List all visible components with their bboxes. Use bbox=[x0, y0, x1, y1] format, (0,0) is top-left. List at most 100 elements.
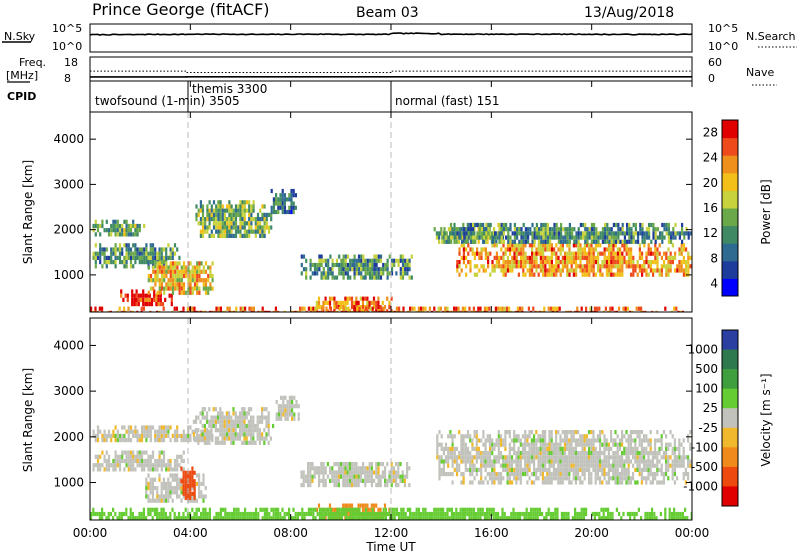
power-cell bbox=[165, 251, 168, 256]
power-cell bbox=[373, 310, 376, 312]
velocity-cell bbox=[343, 507, 346, 512]
power-cell bbox=[101, 219, 104, 224]
velocity-cell bbox=[173, 458, 177, 464]
power-cell bbox=[647, 247, 650, 252]
velocity-cell bbox=[610, 434, 613, 439]
power-cell bbox=[127, 247, 130, 252]
velocity-cell bbox=[592, 459, 595, 464]
velocity-cell bbox=[346, 483, 349, 488]
velocity-cell bbox=[182, 511, 185, 517]
power-cell bbox=[250, 306, 253, 311]
power-cell bbox=[670, 310, 673, 312]
velocity-cell bbox=[210, 428, 213, 433]
velocity-cell bbox=[239, 415, 242, 420]
power-cell bbox=[333, 275, 336, 280]
velocity-cell bbox=[574, 438, 577, 443]
velocity-cell bbox=[537, 446, 540, 451]
velocity-cell bbox=[354, 511, 357, 517]
power-cell bbox=[366, 309, 369, 312]
power-cell bbox=[577, 251, 580, 256]
velocity-cell bbox=[112, 516, 115, 520]
velocity-cell bbox=[442, 507, 445, 512]
velocity-cell bbox=[442, 516, 445, 520]
power-cell bbox=[601, 260, 604, 265]
power-cell bbox=[479, 227, 482, 232]
velocity-cell bbox=[154, 467, 157, 472]
velocity-cell bbox=[180, 438, 183, 443]
power-cell bbox=[123, 243, 126, 248]
velocity-cell bbox=[528, 476, 531, 481]
power-cell bbox=[351, 310, 354, 312]
velocity-cell bbox=[173, 477, 176, 482]
velocity-cell bbox=[200, 494, 203, 499]
velocity-cell bbox=[140, 433, 144, 438]
power-cell bbox=[118, 251, 122, 256]
power-cell bbox=[510, 310, 513, 312]
velocity-cell bbox=[241, 407, 244, 412]
velocity-cell bbox=[527, 511, 530, 517]
velocity-cell bbox=[528, 446, 531, 451]
velocity-cell bbox=[103, 438, 106, 443]
power-cell bbox=[604, 306, 607, 311]
velocity-cell bbox=[612, 459, 615, 464]
velocity-cell bbox=[517, 476, 520, 481]
velocity-cell bbox=[182, 474, 185, 480]
power-cell bbox=[443, 239, 446, 244]
power-cell bbox=[110, 232, 113, 237]
velocity-cell bbox=[528, 434, 531, 439]
velocity-cell bbox=[574, 451, 577, 456]
velocity-cell bbox=[649, 430, 652, 435]
velocity-cell bbox=[534, 516, 537, 520]
velocity-cell bbox=[629, 459, 632, 464]
power-cell bbox=[123, 232, 126, 237]
power-cell bbox=[441, 231, 444, 236]
power-cell bbox=[652, 260, 655, 265]
power-cell bbox=[471, 235, 474, 240]
power-cell bbox=[619, 264, 622, 269]
velocity-cell bbox=[541, 430, 544, 435]
velocity-cell bbox=[533, 451, 536, 456]
power-cell bbox=[608, 272, 611, 277]
velocity-cell bbox=[184, 438, 188, 443]
velocity-cell bbox=[210, 432, 213, 437]
power-cell bbox=[543, 306, 546, 311]
power-cell bbox=[279, 197, 282, 202]
power-cell bbox=[486, 306, 489, 311]
power-cell bbox=[557, 260, 560, 265]
velocity-cell bbox=[353, 483, 356, 488]
velocity-cell bbox=[288, 408, 291, 413]
power-cell bbox=[524, 231, 527, 236]
power-cell bbox=[206, 212, 209, 217]
velocity-cell bbox=[309, 478, 312, 483]
velocity-cell bbox=[424, 507, 427, 512]
velocity-cell bbox=[676, 459, 679, 464]
velocity-cell bbox=[537, 459, 540, 464]
power-cell bbox=[386, 271, 389, 276]
power-cell bbox=[540, 222, 543, 228]
velocity-cell bbox=[616, 467, 619, 472]
power-cell bbox=[353, 300, 356, 305]
velocity-cell bbox=[283, 511, 286, 517]
velocity-cell bbox=[384, 474, 387, 479]
power-cell bbox=[355, 262, 358, 268]
velocity-cell bbox=[291, 412, 294, 417]
power-cell bbox=[504, 247, 507, 252]
velocity-cell bbox=[388, 474, 391, 479]
power-cell bbox=[344, 267, 347, 272]
velocity-cell bbox=[477, 455, 481, 460]
velocity-cell bbox=[348, 478, 351, 483]
power-cell bbox=[566, 227, 569, 232]
velocity-cell bbox=[497, 451, 500, 456]
power-cell bbox=[515, 247, 518, 252]
power-cell bbox=[583, 268, 586, 273]
velocity-cell bbox=[502, 455, 505, 460]
velocity-cell bbox=[362, 470, 365, 475]
velocity-cell bbox=[488, 438, 492, 443]
velocity-cell bbox=[541, 467, 544, 472]
velocity-cell bbox=[261, 436, 264, 441]
power-cell bbox=[643, 235, 646, 240]
power-cell bbox=[409, 310, 412, 312]
velocity-cell bbox=[263, 440, 266, 445]
velocity-cell bbox=[392, 470, 395, 475]
